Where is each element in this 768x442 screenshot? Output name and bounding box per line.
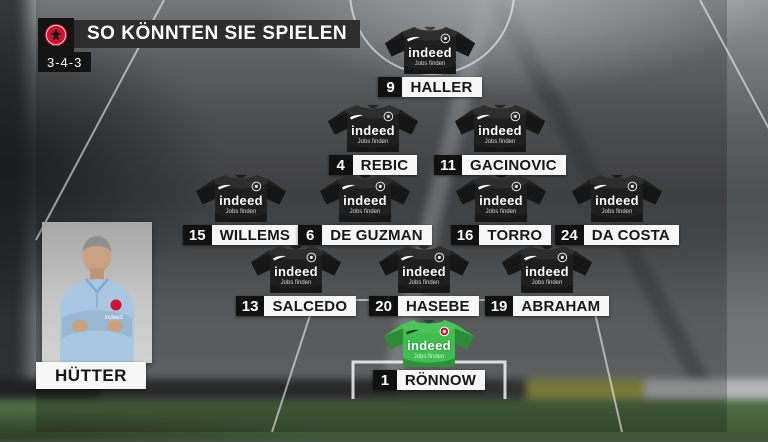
center-circle-line <box>349 0 515 75</box>
jersey-icon: indeed Jobs finden <box>317 172 413 222</box>
jersey-sponsor-tagline: Jobs finden <box>484 139 516 145</box>
player-plate: 1 RÖNNOW <box>372 370 486 390</box>
player-willems: indeed Jobs finden 15 WILLEMS <box>175 172 307 245</box>
player-plate: 9 HALLER <box>378 77 482 97</box>
jersey-sponsor-tagline: Jobs finden <box>408 280 440 286</box>
player-name: HASEBE <box>405 297 470 315</box>
player-number: 1 <box>372 370 397 390</box>
player-name: DE GUZMAN <box>330 226 423 244</box>
jersey-sponsor: indeed <box>525 264 569 279</box>
jersey-sponsor: indeed <box>478 123 522 138</box>
player-plate: 24 DA COSTA <box>555 225 679 245</box>
player-name: RÖNNOW <box>404 371 477 389</box>
jersey-sponsor-tagline: Jobs finden <box>601 209 633 215</box>
club-crest-icon <box>44 23 68 47</box>
player-abraham: indeed Jobs finden 19 ABRAHAM <box>481 243 613 316</box>
player-plate: 11 GACINOVIC <box>434 155 566 175</box>
player-hasebe: indeed Jobs finden 20 HASEBE <box>358 243 490 316</box>
coach-shirt-sponsor: indeed <box>104 315 123 322</box>
player-plate: 15 WILLEMS <box>182 225 300 245</box>
coach-portrait <box>60 236 134 363</box>
player-name: WILLEMS <box>219 226 291 244</box>
player-rebic: indeed Jobs finden 4 REBIC <box>307 102 439 175</box>
player-number: 6 <box>298 225 323 245</box>
player-plate: 4 REBIC <box>328 155 418 175</box>
jersey-icon: indeed Jobs finden <box>499 243 595 293</box>
player-name: SALCEDO <box>272 297 348 315</box>
jersey-sponsor-tagline: Jobs finden <box>357 139 389 145</box>
jersey-sponsor: indeed <box>402 264 446 279</box>
jersey-sponsor-tagline: Jobs finden <box>485 209 517 215</box>
right-touchline <box>699 0 768 130</box>
jersey-sponsor-tagline: Jobs finden <box>225 209 257 215</box>
player-name: DA COSTA <box>591 226 670 244</box>
jersey-icon: indeed Jobs finden <box>376 243 472 293</box>
player-number: 16 <box>450 225 480 245</box>
player-plate: 20 HASEBE <box>369 296 479 316</box>
player-number: 4 <box>328 155 353 175</box>
player-number: 9 <box>378 77 403 97</box>
player-number: 13 <box>235 296 265 316</box>
player-plate: 6 DE GUZMAN <box>298 225 432 245</box>
player-gacinovic: indeed Jobs finden 11 GACINOVIC <box>434 102 566 175</box>
jersey-sponsor: indeed <box>479 193 523 208</box>
jersey-sponsor: indeed <box>219 193 263 208</box>
penalty-box-left-line <box>271 299 316 432</box>
jersey-sponsor-tagline: Jobs finden <box>413 354 445 360</box>
jersey-sponsor-tagline: Jobs finden <box>349 209 381 215</box>
jersey-icon: indeed Jobs finden <box>453 172 549 222</box>
player-number: 15 <box>182 225 212 245</box>
player-da-costa: indeed Jobs finden 24 DA COSTA <box>551 172 683 245</box>
player-number: 11 <box>434 155 463 175</box>
jersey-sponsor-tagline: Jobs finden <box>280 280 312 286</box>
jersey-sponsor: indeed <box>274 264 318 279</box>
player-plate: 13 SALCEDO <box>235 296 357 316</box>
player-number: 20 <box>369 296 398 316</box>
jersey-icon: indeed Jobs finden <box>248 243 344 293</box>
goalkeeper-jersey-icon: indeed Jobs finden <box>381 317 477 367</box>
jersey-icon: indeed Jobs finden <box>193 172 289 222</box>
jersey-sponsor-tagline: Jobs finden <box>531 280 563 286</box>
club-logo-box <box>38 18 74 52</box>
jersey-icon: indeed Jobs finden <box>452 102 548 152</box>
player-de-guzman: indeed Jobs finden 6 DE GUZMAN <box>298 172 432 245</box>
jersey-icon: indeed Jobs finden <box>382 24 478 74</box>
player-torro: indeed Jobs finden 16 TORRO <box>435 172 567 245</box>
page-title: SO KÖNNTEN SIE SPIELEN <box>74 20 361 48</box>
jersey-sponsor: indeed <box>343 193 387 208</box>
formation-label: 3-4-3 <box>38 52 92 72</box>
jersey-sponsor: indeed <box>351 123 395 138</box>
player-number: 19 <box>484 296 514 316</box>
player-name: HALLER <box>410 78 473 96</box>
player-name: REBIC <box>360 156 409 174</box>
jersey-sponsor: indeed <box>408 45 452 60</box>
player-salcedo: indeed Jobs finden 13 SALCEDO <box>230 243 362 316</box>
player-plate: 16 TORRO <box>450 225 552 245</box>
player-name: GACINOVIC <box>470 156 557 174</box>
coach-photo: indeed <box>42 222 152 363</box>
coach-name-plate: HÜTTER <box>36 362 146 389</box>
player-roennow-goalkeeper: indeed Jobs finden 1 RÖNNOW <box>363 317 495 390</box>
player-number: 24 <box>555 225 584 245</box>
penalty-box-right-line <box>591 299 623 432</box>
jersey-sponsor: indeed <box>407 338 451 353</box>
jersey-sponsor: indeed <box>595 193 639 208</box>
jersey-icon: indeed Jobs finden <box>325 102 421 152</box>
player-plate: 19 ABRAHAM <box>484 296 610 316</box>
player-haller: indeed Jobs finden 9 HALLER <box>364 24 496 97</box>
jersey-icon: indeed Jobs finden <box>569 172 665 222</box>
player-name: TORRO <box>487 226 543 244</box>
player-name: ABRAHAM <box>521 297 601 315</box>
jersey-sponsor-tagline: Jobs finden <box>414 61 446 67</box>
